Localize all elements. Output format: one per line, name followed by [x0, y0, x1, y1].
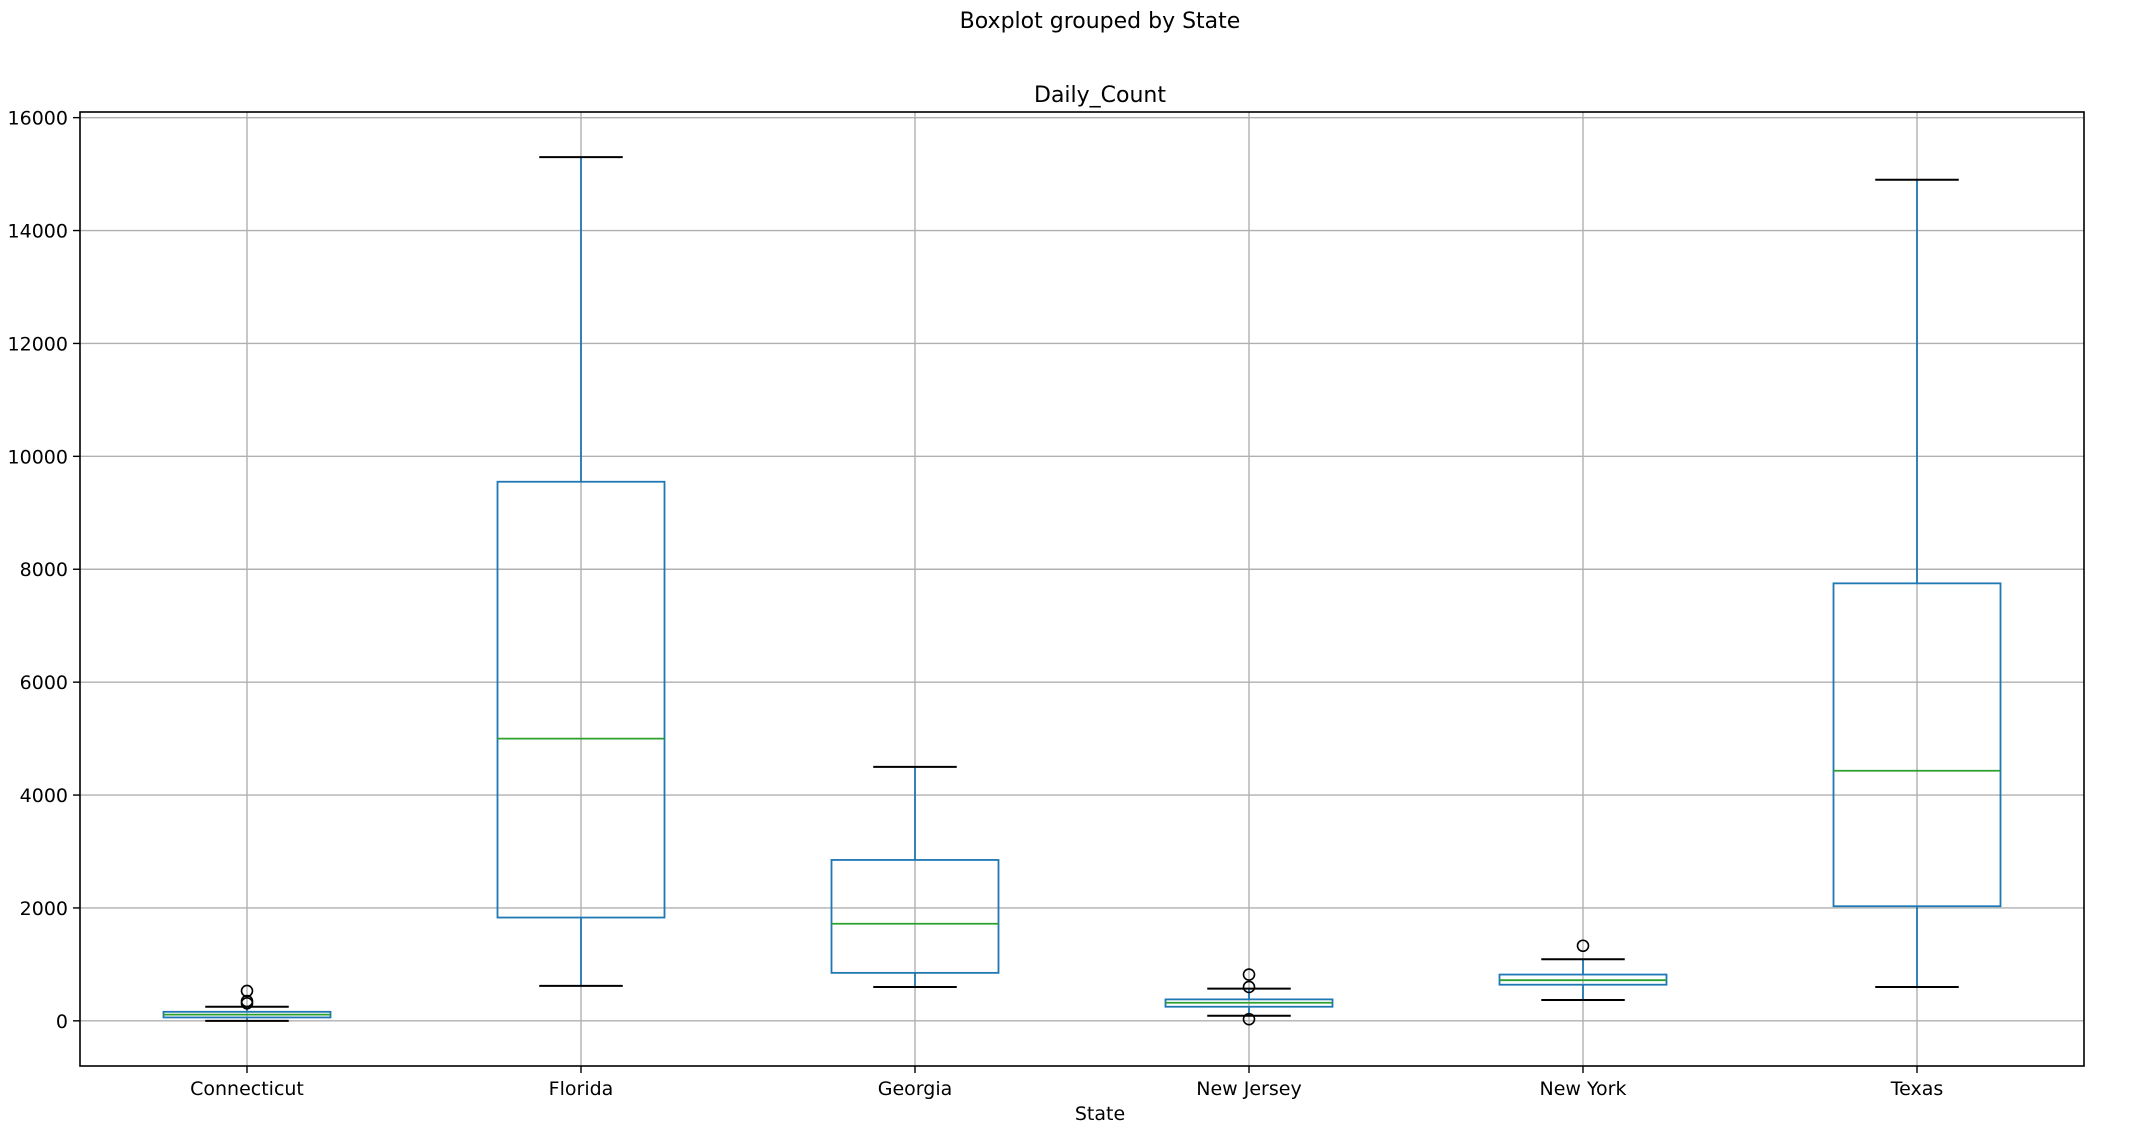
y-tick-label: 6000: [20, 672, 68, 694]
y-tick-label: 12000: [8, 333, 68, 355]
box-group: [1164, 968, 1334, 1026]
y-tick-label: 4000: [20, 785, 68, 807]
tick-layer: 0 2000 4000 6000 8000 10000 12000 14000 16000 Con…: [8, 108, 1944, 1100]
y-tick-label: 0: [56, 1011, 68, 1033]
x-axis-label: State: [1075, 1103, 1125, 1125]
axes-title: Daily_Count: [1034, 83, 1166, 108]
outlier-point: [240, 984, 254, 998]
outlier-point: [1242, 1012, 1256, 1026]
x-tick-label: New Jersey: [1196, 1078, 1301, 1100]
x-tick-label: Florida: [549, 1078, 614, 1100]
outlier-point: [1576, 939, 1590, 953]
x-tick-label: Connecticut: [190, 1078, 304, 1100]
box-group: [1832, 178, 2002, 988]
box-group: [496, 156, 666, 987]
x-tick-label: Georgia: [878, 1078, 953, 1100]
iqr-box: [830, 859, 1000, 974]
figure-suptitle: Boxplot grouped by State: [960, 9, 1241, 34]
y-tick-label: 14000: [8, 221, 68, 243]
iqr-box: [496, 480, 666, 919]
grid-layer: [80, 112, 2084, 1066]
axes-frame: [79, 111, 2085, 1067]
y-tick-label: 10000: [8, 446, 68, 468]
box-group: [1498, 939, 1668, 1001]
iqr-box: [1832, 582, 2002, 908]
box-group: [162, 984, 332, 1022]
outlier-point: [1242, 968, 1256, 981]
x-tick-label: New York: [1539, 1078, 1626, 1100]
box-group: [830, 765, 1000, 988]
y-tick-label: 8000: [20, 559, 68, 581]
outlier-point: [1242, 980, 1256, 994]
y-tick-label: 16000: [8, 108, 68, 130]
y-tick-label: 2000: [20, 898, 68, 920]
box-layer: [162, 156, 2002, 1026]
x-tick-label: Texas: [1890, 1078, 1944, 1100]
outlier-point: [240, 994, 254, 1008]
